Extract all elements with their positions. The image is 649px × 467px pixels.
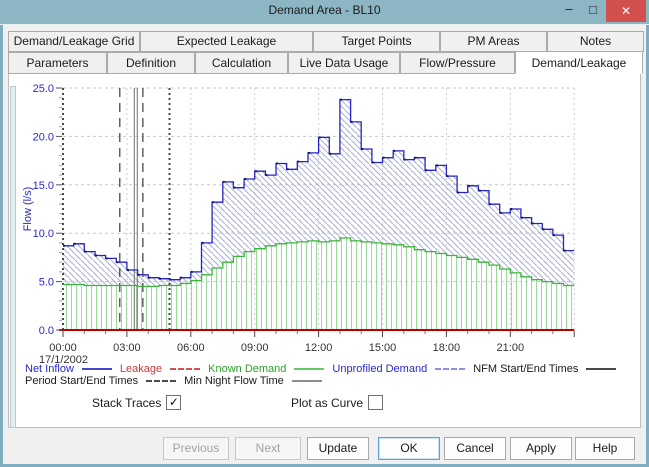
title-bar[interactable]: Demand Area - BL10 – □ ✕ <box>0 0 649 25</box>
tab-definition[interactable]: Definition <box>107 52 195 74</box>
svg-text:00:00: 00:00 <box>49 342 77 354</box>
svg-text:12:00: 12:00 <box>305 342 333 354</box>
leakage-line-icon <box>170 368 201 370</box>
unprofiled-demand-line-icon <box>435 368 466 370</box>
left-splitter-strip[interactable] <box>10 86 16 428</box>
tab-expected-leakage[interactable]: Expected Leakage <box>140 31 313 52</box>
svg-text:15:00: 15:00 <box>369 342 397 354</box>
legend-label-leakage: Leakage <box>119 363 163 375</box>
svg-text:25.0: 25.0 <box>33 83 54 95</box>
tab-notes[interactable]: Notes <box>547 31 644 52</box>
legend-label-net-inflow: Net Inflow <box>25 363 74 375</box>
svg-text:5.0: 5.0 <box>39 277 54 289</box>
tab-parameters[interactable]: Parameters <box>8 52 107 74</box>
net-inflow-line-icon <box>81 368 112 370</box>
plot-as-curve-group: Plot as Curve <box>291 395 384 410</box>
tab-demand-leakage-grid[interactable]: Demand/Leakage Grid <box>8 31 140 52</box>
known-demand-line-icon <box>294 368 325 370</box>
ok-button[interactable]: OK <box>378 437 440 460</box>
cancel-button[interactable]: Cancel <box>444 437 506 460</box>
legend-label-unprofiled-demand: Unprofiled Demand <box>332 363 428 375</box>
close-icon[interactable]: ✕ <box>606 0 646 22</box>
tab-pm-areas[interactable]: PM Areas <box>440 31 547 52</box>
help-button[interactable]: Help <box>575 437 635 460</box>
tab-demand-leakage-selected[interactable]: Demand/Leakage <box>515 51 643 74</box>
period-times-line-icon <box>146 380 177 382</box>
svg-text:06:00: 06:00 <box>177 342 205 354</box>
legend-label-min-night-flow: Min Night Flow Time <box>184 375 284 387</box>
svg-text:03:00: 03:00 <box>113 342 141 354</box>
nfm-times-line-icon <box>586 368 617 370</box>
tab-calculation[interactable]: Calculation <box>195 52 288 74</box>
min-night-flow-line-icon <box>291 380 322 382</box>
minimize-icon[interactable]: – <box>565 1 573 16</box>
svg-text:20.0: 20.0 <box>33 131 54 143</box>
demand-leakage-chart: 0.0 5.0 10.0 15.0 20.0 25.0 Flow (l/s) 00:00 03:… <box>22 83 575 366</box>
chart-legend-row-1: Net Inflow Leakage Known Demand Unprofil… <box>25 363 617 375</box>
svg-text:21:00: 21:00 <box>497 342 525 354</box>
legend-label-known-demand: Known Demand <box>208 363 287 375</box>
plot-as-curve-checkbox[interactable] <box>368 395 384 410</box>
svg-text:0.0: 0.0 <box>39 325 54 337</box>
stack-traces-checkbox[interactable]: ✓ <box>166 395 182 410</box>
tab-live-data-usage[interactable]: Live Data Usage <box>288 52 400 74</box>
chart-legend-row-2: Period Start/End Times Min Night Flow Ti… <box>25 375 322 387</box>
apply-button[interactable]: Apply <box>510 437 572 460</box>
svg-text:10.0: 10.0 <box>33 228 54 240</box>
stack-traces-label: Stack Traces <box>92 395 162 410</box>
legend-label-period-times: Period Start/End Times <box>25 375 139 387</box>
tab-flow-pressure[interactable]: Flow/Pressure <box>400 52 515 74</box>
tab-target-points[interactable]: Target Points <box>313 31 440 52</box>
window-title: Demand Area - BL10 <box>268 3 381 17</box>
svg-text:15.0: 15.0 <box>33 180 54 192</box>
next-button[interactable]: Next <box>235 437 301 460</box>
legend-label-nfm-times: NFM Start/End Times <box>473 363 579 375</box>
svg-text:18:00: 18:00 <box>433 342 461 354</box>
svg-text:Flow (l/s): Flow (l/s) <box>22 187 34 232</box>
previous-button[interactable]: Previous <box>163 437 229 460</box>
stack-traces-group: Stack Traces ✓ <box>92 395 182 410</box>
tab-page-demand-leakage: 0.0 5.0 10.0 15.0 20.0 25.0 Flow (l/s) 00:00 03:… <box>8 73 641 428</box>
update-button[interactable]: Update <box>307 437 369 460</box>
maximize-icon[interactable]: □ <box>589 2 597 17</box>
svg-text:09:00: 09:00 <box>241 342 269 354</box>
plot-as-curve-label: Plot as Curve <box>291 395 364 410</box>
